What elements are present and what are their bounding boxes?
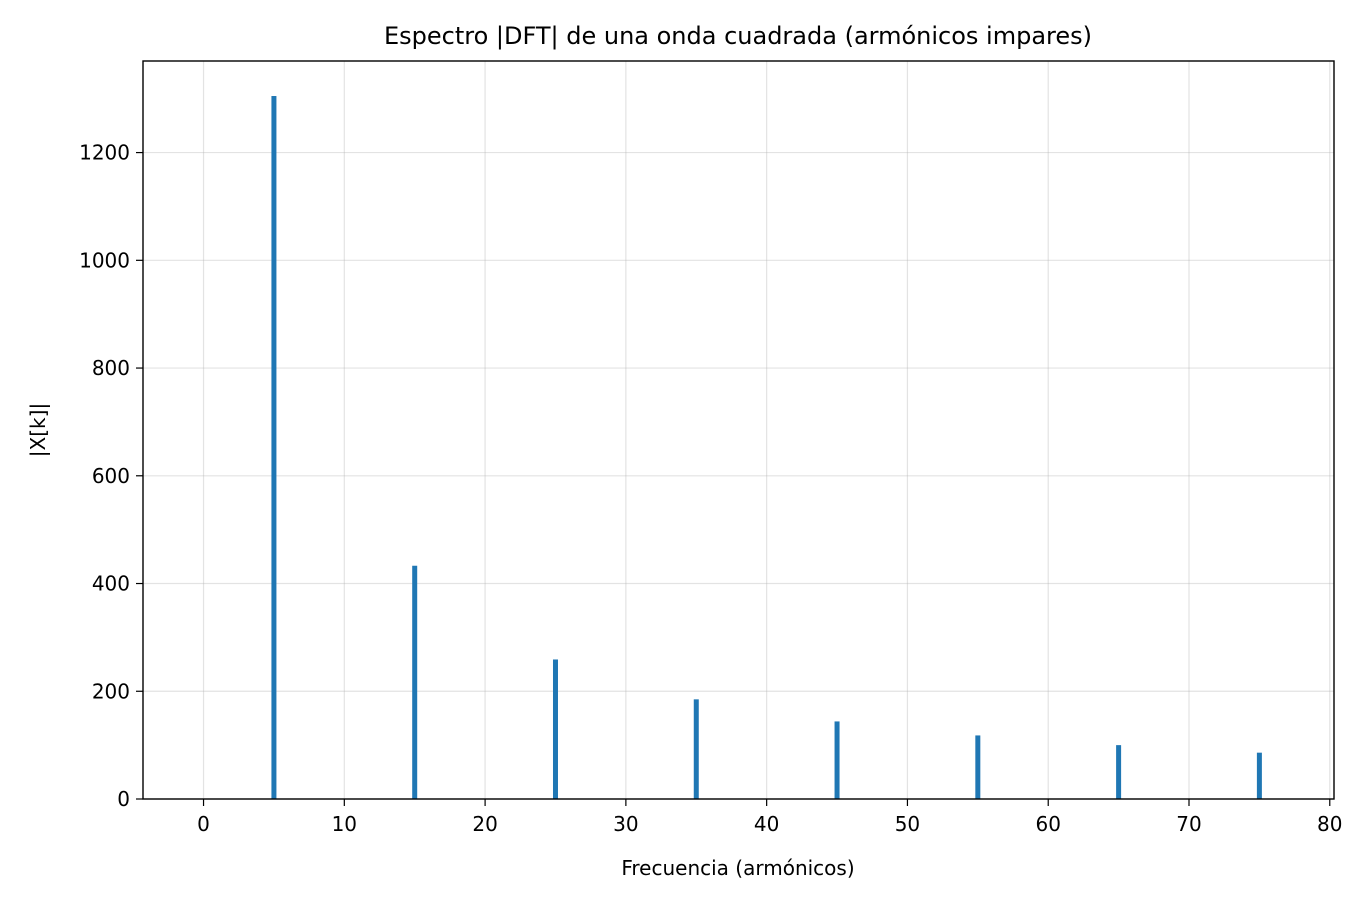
x-tick-label: 10 [332,812,357,836]
spectrum-bar [693,699,699,799]
x-tick-label: 20 [472,812,497,836]
x-tick-label: 30 [613,812,638,836]
x-axis-label: Frecuencia (armónicos) [621,856,854,880]
x-tick-label: 70 [1176,812,1201,836]
spectrum-bar [1116,745,1122,799]
spectrum-bar [1256,752,1262,799]
bars [271,96,1262,800]
x-tick-label: 60 [1035,812,1060,836]
spectrum-bar [412,565,418,799]
y-tick-label: 200 [92,679,130,703]
y-tick-label: 600 [92,464,130,488]
y-tick-label: 800 [92,356,130,380]
y-axis-label: |X[k]| [26,403,50,457]
spectrum-bar [834,721,840,799]
x-tick-label: 0 [197,812,210,836]
spectrum-bar [271,96,277,800]
plot-frame [142,60,1335,800]
y-tick-label: 400 [92,572,130,596]
spectrum-bar [552,659,558,799]
y-tick-label: 1000 [79,248,130,272]
chart-title: Espectro |DFT| de una onda cuadrada (arm… [384,22,1092,50]
spectrum-bar [975,735,981,799]
x-tick-label: 50 [895,812,920,836]
x-tick-label: 80 [1317,812,1342,836]
x-tick-label: 40 [754,812,779,836]
grid [143,61,1334,800]
y-tick-label: 1200 [79,141,130,165]
y-tick-label: 0 [117,787,130,811]
